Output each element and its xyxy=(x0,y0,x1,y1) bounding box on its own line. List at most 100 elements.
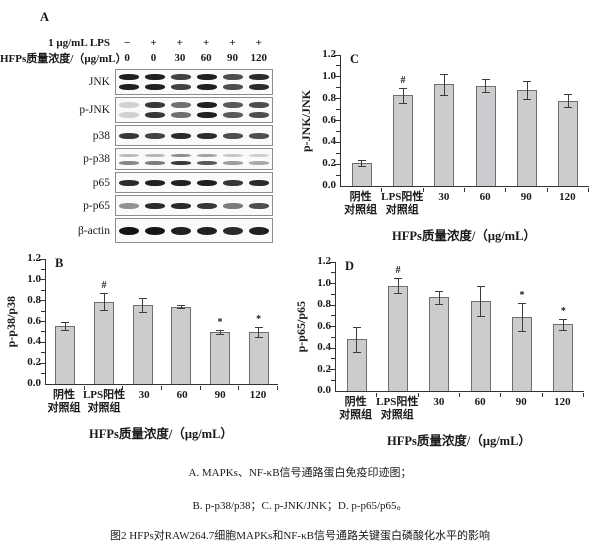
treatment-row-label: HFPs质量浓度/（μg/mL） xyxy=(0,53,127,65)
y-tick-label: 0.0 xyxy=(27,377,41,389)
y-axis-tick xyxy=(328,304,335,306)
x-axis-title: HFPs质量浓度/（μg/mL） xyxy=(392,229,536,243)
error-bar-cap xyxy=(399,87,407,89)
y-tick-label: 0.4 xyxy=(322,135,336,148)
x-tick-label-line: 30 xyxy=(438,191,450,203)
protein-band xyxy=(171,202,191,209)
y-axis-tick xyxy=(41,289,45,291)
y-axis-tick xyxy=(333,76,340,78)
y-axis-tick xyxy=(331,315,335,317)
protein-band xyxy=(171,132,191,139)
y-tick-label: 1.0 xyxy=(317,276,331,289)
treatment-values: 0 0 30 60 90 120 xyxy=(114,52,272,64)
x-tick-label-line: 120 xyxy=(249,389,267,401)
y-tick-label: 0.2 xyxy=(322,157,336,170)
blot-lane xyxy=(246,219,272,242)
x-axis-tick xyxy=(83,385,85,390)
blot-strip xyxy=(115,69,273,95)
protein-band xyxy=(145,160,165,165)
blot-lane xyxy=(116,219,142,242)
protein-band xyxy=(171,84,191,90)
x-tick-label-line: 对照组 xyxy=(87,402,121,414)
protein-band xyxy=(119,84,139,90)
error-bar-cap xyxy=(435,303,444,305)
protein-band xyxy=(171,226,191,235)
error-bar xyxy=(438,291,440,304)
y-tick-label: 0.6 xyxy=(322,113,336,126)
error-bar xyxy=(521,302,523,331)
blot-lane xyxy=(220,173,246,192)
protein-band xyxy=(119,226,139,235)
error-bar-cap xyxy=(216,329,224,331)
x-tick-label: LPS阳性 对照组 xyxy=(83,389,125,415)
significance-marker: * xyxy=(217,316,223,328)
y-axis-title: p-p38/p38 xyxy=(4,259,18,385)
error-bar xyxy=(356,326,358,353)
error-bar xyxy=(361,159,363,167)
y-axis-tick xyxy=(336,130,340,132)
error-bar-cap xyxy=(254,337,263,339)
x-tick-label: 90 xyxy=(506,191,547,217)
blot-lane xyxy=(246,196,272,215)
y-axis-tick xyxy=(331,336,335,338)
treatment-row: 1 μg/mL LPS − + + + + + xyxy=(0,36,274,50)
x-axis-tick xyxy=(417,392,419,397)
y-tick-label: 0.8 xyxy=(322,91,336,104)
significance-marker: * xyxy=(519,289,525,301)
x-tick-label: 60 xyxy=(163,389,201,415)
protein-band xyxy=(145,84,165,90)
protein-band xyxy=(249,102,269,108)
protein-band xyxy=(145,102,165,108)
y-axis-tick xyxy=(331,358,335,360)
blot-lane xyxy=(246,70,272,94)
x-axis-title: HFPs质量浓度/（μg/mL） xyxy=(387,434,531,448)
bar xyxy=(388,285,408,391)
x-tick-label: 30 xyxy=(125,389,163,415)
panel-letter: D xyxy=(345,259,355,273)
x-axis-tick xyxy=(122,385,124,390)
error-bar xyxy=(397,278,399,294)
y-axis-title: p-p65/p65 xyxy=(294,262,308,392)
x-axis-tick xyxy=(277,385,278,390)
significance-marker: # xyxy=(395,265,401,277)
blot-lane xyxy=(168,173,194,192)
blot-lane xyxy=(116,98,142,122)
bar xyxy=(210,331,230,384)
blot-protein-label: p38 xyxy=(92,129,110,142)
error-bar-cap xyxy=(559,318,568,320)
y-axis-tick xyxy=(41,268,45,270)
plot-area-row: p-p38/p38 0.0 0.2 0.4 0.6 0.8 1.0 1.2 B # * * xyxy=(4,252,278,390)
protein-band xyxy=(119,112,139,118)
error-bar-cap xyxy=(357,159,366,161)
x-axis-tick xyxy=(161,385,162,390)
y-axis-tick xyxy=(328,326,335,327)
protein-band xyxy=(145,74,165,80)
blot-lane xyxy=(142,196,168,215)
error-bar xyxy=(526,81,528,99)
blot-rows: JNK p-JNK p38 p-p38 p65 p-p65 β-actin xyxy=(0,69,274,243)
protein-band xyxy=(119,74,139,80)
caption-line-2: B. p-p38/p38；C. p-JNK/JNK；D. p-p65/p65。 xyxy=(192,500,408,512)
error-bar-cap xyxy=(435,291,444,293)
y-axis-tick xyxy=(328,369,335,370)
caption-line-3: 图2 HFPs对RAW264.7细胞MAPKs和NF-κB信号通路关键蛋白磷酸化… xyxy=(110,530,490,542)
protein-band xyxy=(197,153,217,157)
x-tick-label-line: 90 xyxy=(520,191,532,203)
lane-value: 30 xyxy=(174,52,186,64)
treatment-values: − + + + + + xyxy=(114,37,272,49)
x-tick-label: LPS阳性 对照组 xyxy=(381,191,423,217)
protein-band xyxy=(249,160,269,165)
y-axis-tick xyxy=(38,300,45,302)
y-axis-title-text: p-p65/p65 xyxy=(293,301,308,353)
error-bar-cap xyxy=(394,293,402,295)
y-tick-label: 1.0 xyxy=(27,272,41,285)
x-tick-label-line: LPS阳性 xyxy=(381,191,424,203)
protein-band xyxy=(223,160,243,165)
blot-protein-label: p-JNK xyxy=(79,104,110,116)
bar xyxy=(553,324,574,391)
protein-band xyxy=(197,226,217,235)
y-tick-label: 0.4 xyxy=(317,341,331,353)
error-bar xyxy=(443,73,445,96)
protein-band xyxy=(197,179,217,186)
protein-band xyxy=(171,179,191,186)
